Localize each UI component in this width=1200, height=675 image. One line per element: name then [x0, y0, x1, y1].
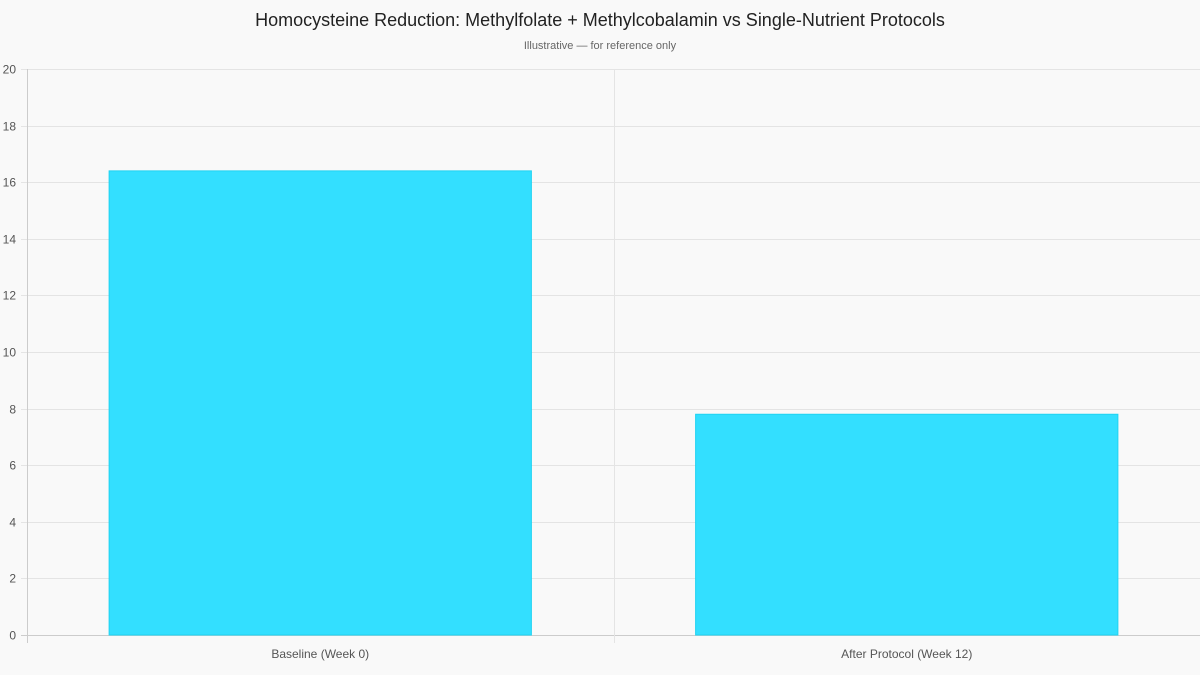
y-tick-label: 0: [9, 629, 16, 643]
y-axis: 0 2 4 6 8 10 12 14 16 18 20: [3, 63, 17, 643]
chart-title: Homocysteine Reduction: Methylfolate + M…: [255, 10, 945, 30]
y-tick-label: 10: [3, 346, 17, 360]
y-tick-label: 16: [3, 176, 17, 190]
y-tick-label: 14: [3, 233, 17, 247]
y-tick-label: 20: [3, 63, 17, 77]
x-tick-label: After Protocol (Week 12): [841, 647, 972, 661]
bars: [108, 170, 1119, 636]
y-tick-label: 8: [9, 403, 16, 417]
y-tick-label: 12: [3, 289, 17, 303]
x-tick-label: Baseline (Week 0): [271, 647, 369, 661]
x-axis: Baseline (Week 0) After Protocol (Week 12…: [271, 647, 972, 661]
chart-subtitle: Illustrative — for reference only: [523, 40, 677, 52]
y-tick-label: 2: [9, 572, 16, 586]
bar[interactable]: [695, 413, 1119, 636]
y-tick-label: 18: [3, 120, 17, 134]
y-tick-label: 4: [9, 516, 16, 530]
y-tick-label: 6: [9, 459, 16, 473]
bar[interactable]: [108, 170, 532, 636]
